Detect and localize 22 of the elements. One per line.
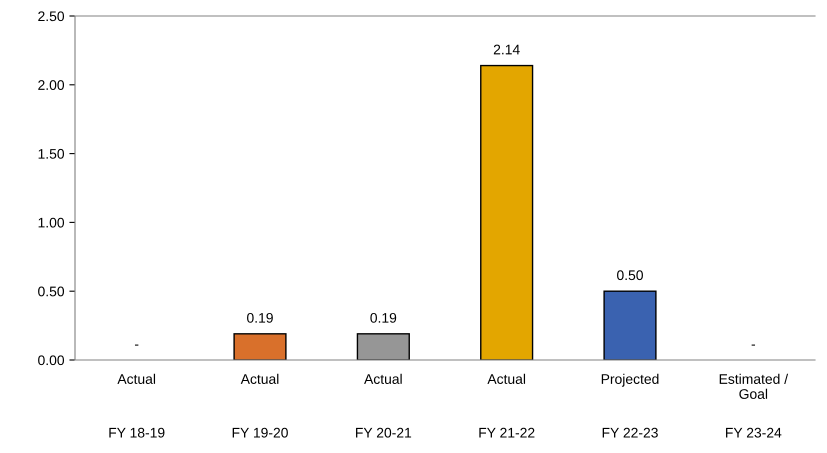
data-label: 0.19 <box>370 312 396 323</box>
y-tick-label: 0.50 <box>38 286 64 296</box>
category-label: Actual FY 20-21 <box>356 374 412 438</box>
bar <box>480 64 534 360</box>
bar <box>233 333 287 360</box>
y-tick-label: 1.00 <box>38 218 64 228</box>
data-label: - <box>752 344 756 346</box>
data-label: 0.19 <box>247 312 273 323</box>
y-tick-label: 2.50 <box>38 11 64 22</box>
category-label: Actual FY 19-20 <box>232 374 288 438</box>
category-label: Actual FY 18-19 <box>109 374 164 438</box>
category-label: Projected FY 22-23 <box>602 374 658 438</box>
data-label: - <box>134 344 138 346</box>
category-label: Estimated / Goal FY 23-24 <box>720 374 788 438</box>
data-label: 0.50 <box>617 270 643 280</box>
bar <box>356 333 410 360</box>
y-tick-label: 1.50 <box>38 148 64 159</box>
category-label: Actual FY 21-22 <box>479 374 534 438</box>
y-tick-label: 2.00 <box>38 80 64 90</box>
y-tick-label: 0.00 <box>38 355 64 366</box>
data-label: 2.14 <box>494 44 520 54</box>
bar <box>603 290 657 360</box>
